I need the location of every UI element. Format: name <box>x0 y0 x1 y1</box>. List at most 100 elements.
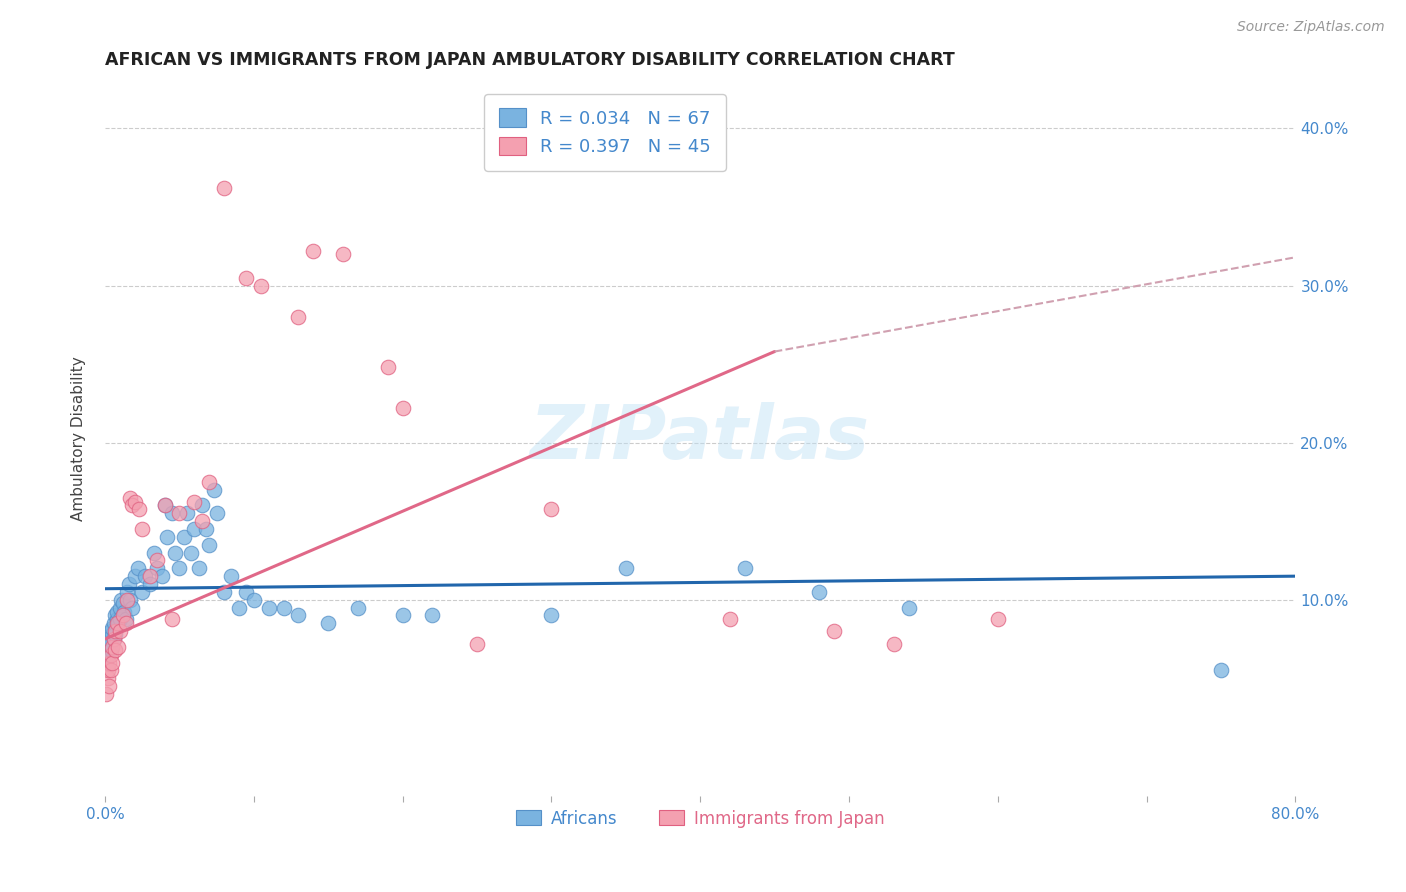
Point <box>96 687 118 701</box>
Point <box>104 627 127 641</box>
Point <box>422 608 444 623</box>
Point <box>108 600 131 615</box>
Point <box>131 585 153 599</box>
Point <box>100 624 122 639</box>
Point <box>173 530 195 544</box>
Point <box>98 632 121 646</box>
Point <box>121 499 143 513</box>
Point <box>104 608 127 623</box>
Point <box>97 640 120 654</box>
Point <box>146 553 169 567</box>
Point <box>100 643 122 657</box>
Point <box>183 522 205 536</box>
Point <box>540 608 562 623</box>
Point <box>163 546 186 560</box>
Point <box>377 360 399 375</box>
Point <box>257 600 280 615</box>
Point <box>540 501 562 516</box>
Point <box>120 491 142 505</box>
Point <box>718 611 741 625</box>
Point <box>198 538 221 552</box>
Point <box>104 643 127 657</box>
Point <box>221 569 243 583</box>
Point <box>143 546 166 560</box>
Point <box>138 577 160 591</box>
Point <box>146 561 169 575</box>
Point <box>183 495 205 509</box>
Point <box>302 244 325 258</box>
Point <box>808 585 831 599</box>
Point <box>212 181 235 195</box>
Point <box>897 600 920 615</box>
Point <box>107 616 129 631</box>
Point <box>235 270 257 285</box>
Point <box>823 624 845 639</box>
Point <box>243 592 266 607</box>
Point <box>114 611 136 625</box>
Point <box>112 605 135 619</box>
Point <box>169 561 191 575</box>
Point <box>103 632 125 646</box>
Point <box>103 616 125 631</box>
Point <box>169 506 191 520</box>
Point <box>101 627 124 641</box>
Legend: Africans, Immigrants from Japan: Africans, Immigrants from Japan <box>509 803 891 834</box>
Point <box>100 648 122 662</box>
Point <box>156 530 179 544</box>
Point <box>150 569 173 583</box>
Point <box>127 561 149 575</box>
Point <box>134 569 156 583</box>
Point <box>101 621 124 635</box>
Point <box>98 656 121 670</box>
Point <box>117 592 139 607</box>
Text: ZIPatlas: ZIPatlas <box>530 402 870 475</box>
Point <box>332 247 354 261</box>
Point <box>110 592 132 607</box>
Point <box>138 569 160 583</box>
Point <box>734 561 756 575</box>
Point <box>287 608 309 623</box>
Point <box>105 611 128 625</box>
Point <box>97 664 120 678</box>
Point <box>160 506 183 520</box>
Point <box>108 611 131 625</box>
Point <box>195 522 218 536</box>
Point <box>153 499 176 513</box>
Point <box>228 600 250 615</box>
Point <box>101 640 124 654</box>
Y-axis label: Ambulatory Disability: Ambulatory Disability <box>72 356 86 521</box>
Point <box>131 522 153 536</box>
Point <box>187 561 209 575</box>
Point <box>107 640 129 654</box>
Point <box>101 656 124 670</box>
Point <box>117 585 139 599</box>
Point <box>124 569 146 583</box>
Point <box>108 624 131 639</box>
Point <box>121 600 143 615</box>
Point <box>1209 664 1232 678</box>
Point <box>391 401 413 415</box>
Point <box>105 616 128 631</box>
Point <box>114 616 136 631</box>
Point <box>118 577 141 591</box>
Text: Source: ZipAtlas.com: Source: ZipAtlas.com <box>1237 20 1385 34</box>
Point <box>391 608 413 623</box>
Point <box>153 499 176 513</box>
Point <box>97 671 120 685</box>
Point <box>120 592 142 607</box>
Point <box>97 648 120 662</box>
Point <box>104 624 127 639</box>
Text: AFRICAN VS IMMIGRANTS FROM JAPAN AMBULATORY DISABILITY CORRELATION CHART: AFRICAN VS IMMIGRANTS FROM JAPAN AMBULAT… <box>105 51 955 69</box>
Point <box>316 616 339 631</box>
Point <box>103 632 125 646</box>
Point <box>111 608 134 623</box>
Point <box>614 561 637 575</box>
Point <box>190 499 212 513</box>
Point <box>202 483 225 497</box>
Point <box>160 611 183 625</box>
Point <box>273 600 295 615</box>
Point <box>205 506 228 520</box>
Point <box>128 501 150 516</box>
Point <box>105 605 128 619</box>
Point <box>124 495 146 509</box>
